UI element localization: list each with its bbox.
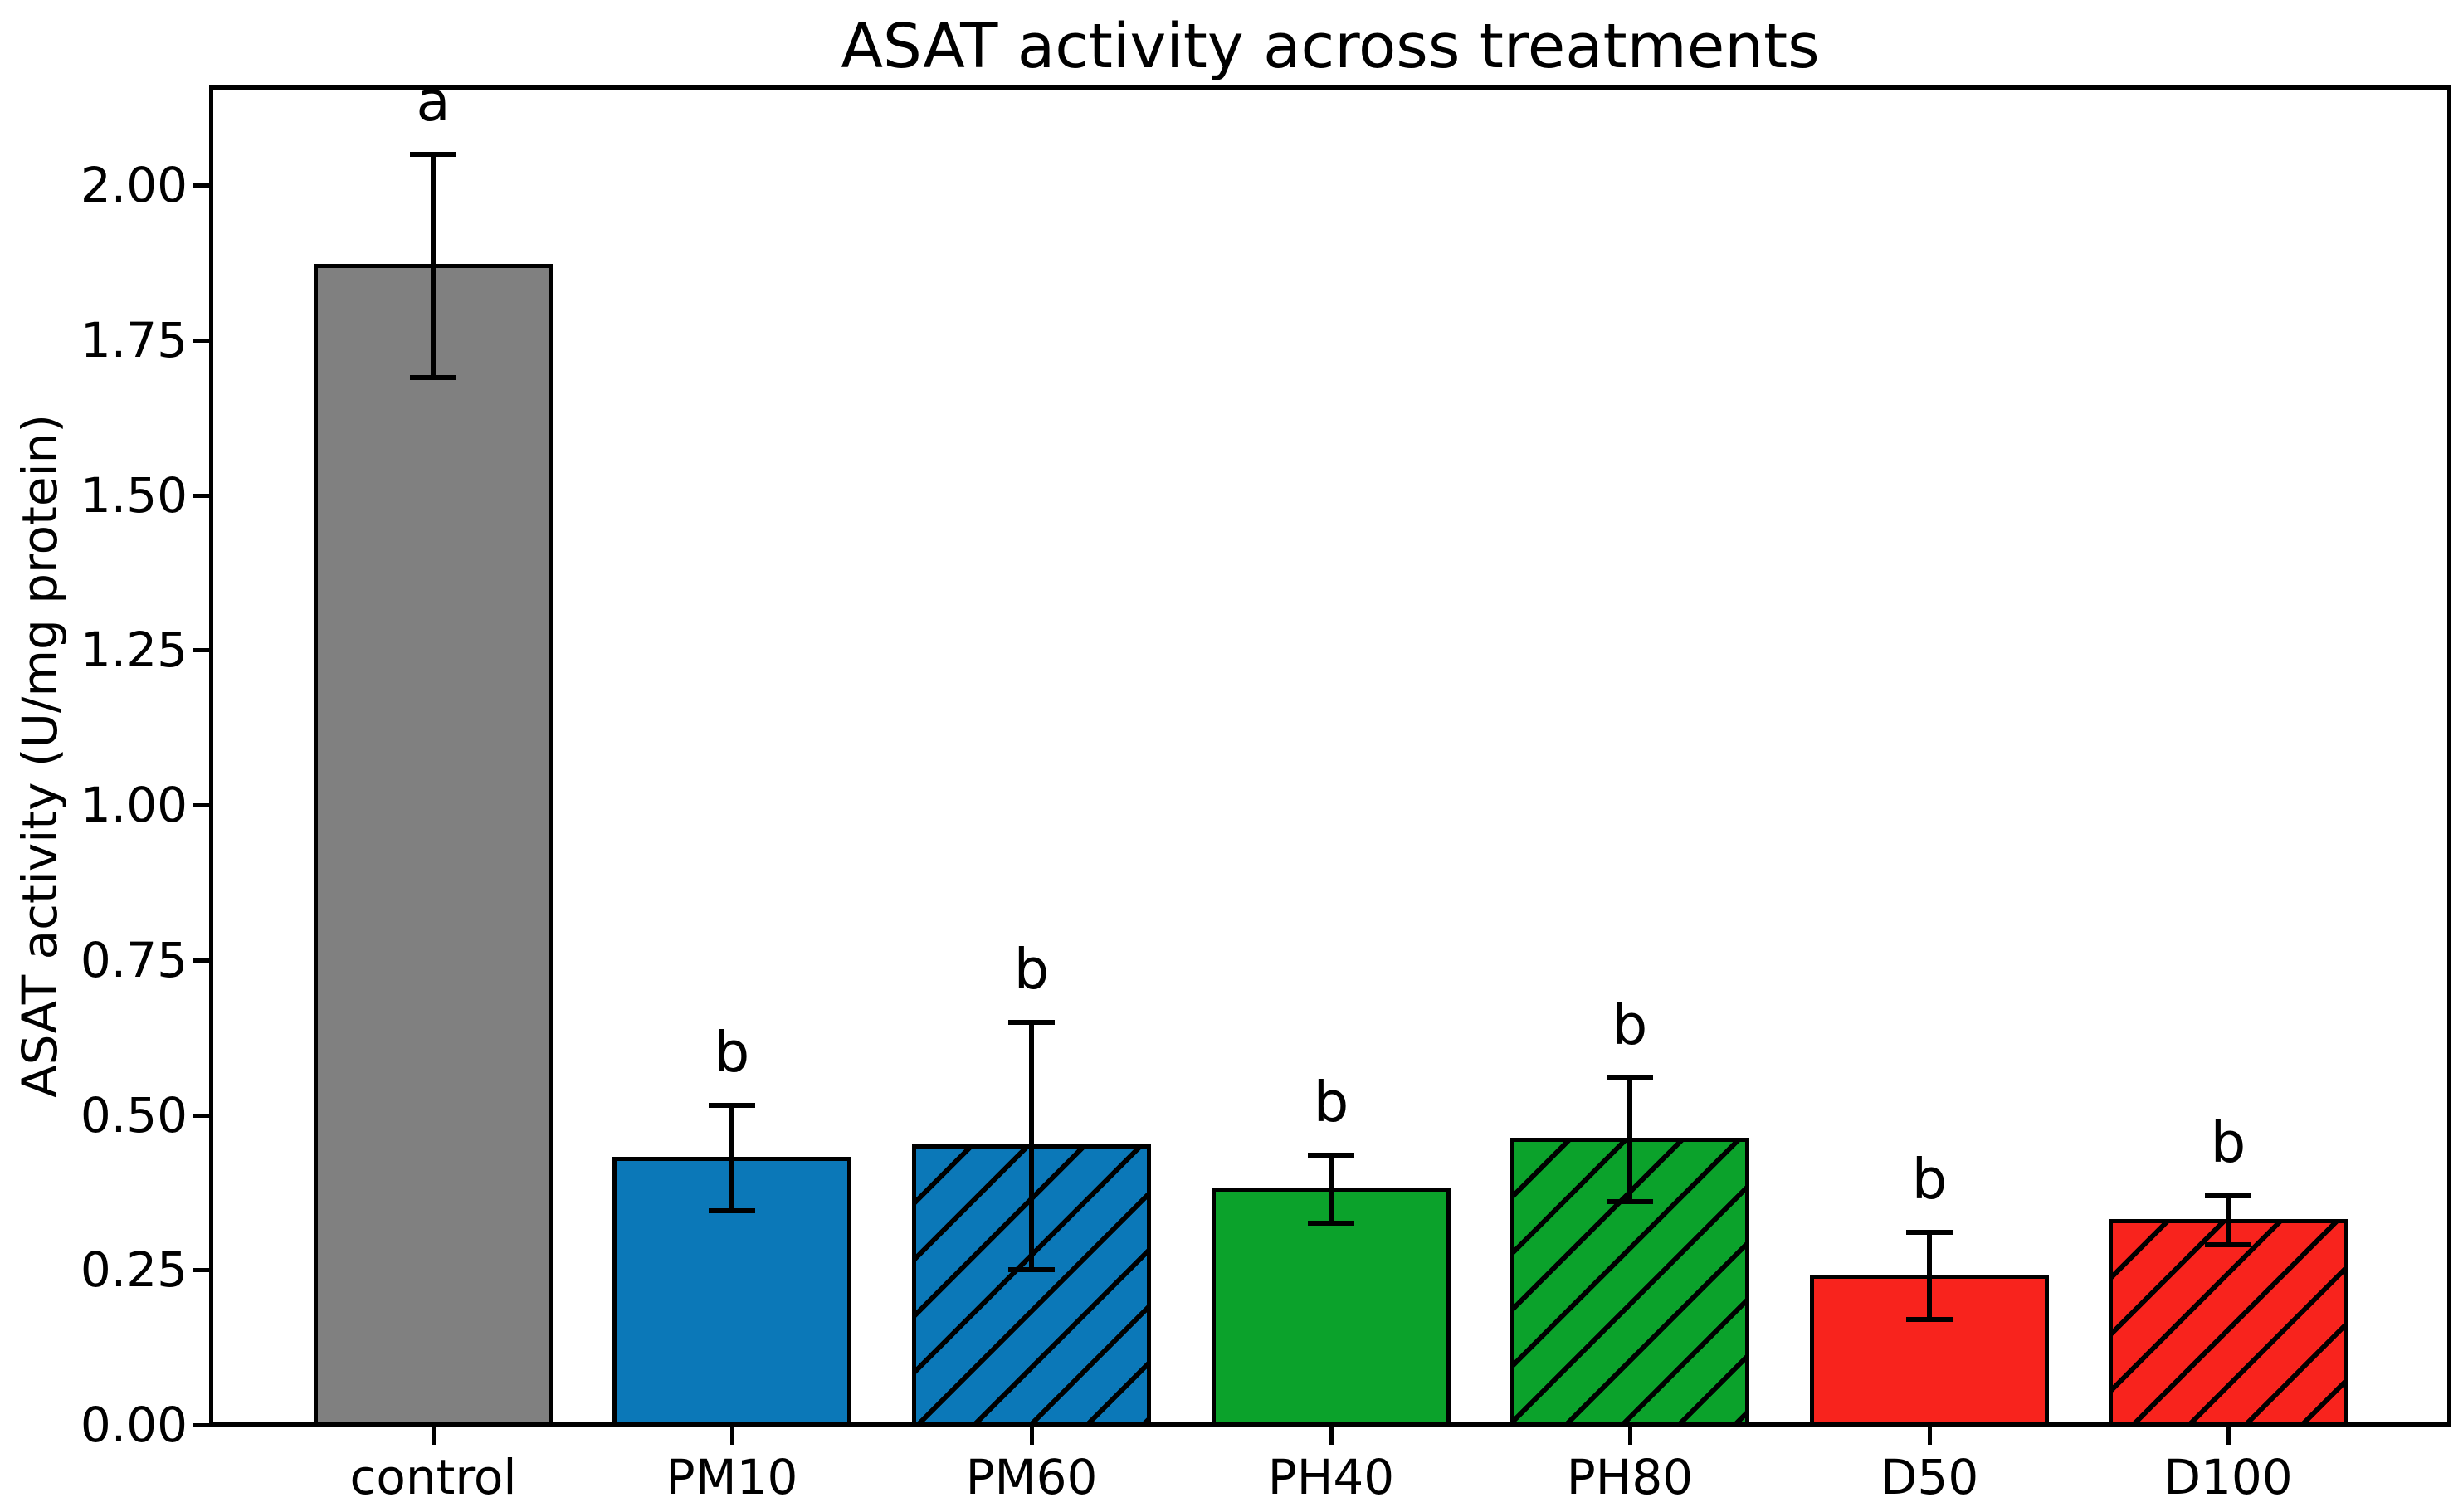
y-tick-label: 1.75: [80, 312, 188, 368]
chart-title: ASAT activity across treatments: [841, 11, 1820, 82]
x-tick-label-d50: D50: [1880, 1449, 1979, 1505]
x-tick-ph80: [1628, 1427, 1632, 1445]
error-bar-ph40: [1329, 1155, 1334, 1223]
x-tick-d100: [2226, 1427, 2231, 1445]
error-bar-pm10: [729, 1105, 734, 1211]
error-bar-pm60: [1029, 1022, 1034, 1270]
y-tick-label: 1.50: [80, 467, 188, 524]
y-tick-label: 0.25: [80, 1241, 188, 1298]
error-cap-bottom-pm60: [1008, 1267, 1055, 1272]
sig-letter-ph80: b: [1612, 993, 1648, 1057]
error-cap-bottom-ph80: [1607, 1199, 1653, 1204]
error-cap-top-pm10: [709, 1103, 755, 1108]
bar-ph40: [1212, 1188, 1451, 1427]
y-tick: [193, 1423, 212, 1427]
error-cap-bottom-pm10: [709, 1208, 755, 1213]
x-tick-control: [432, 1427, 436, 1445]
y-tick: [193, 1114, 212, 1118]
sig-letter-pm60: b: [1013, 937, 1050, 1002]
error-bar-d50: [1927, 1232, 1932, 1319]
error-bar-ph80: [1627, 1078, 1632, 1202]
x-tick-pm10: [730, 1427, 734, 1445]
error-cap-top-pm60: [1008, 1020, 1055, 1025]
error-bar-d100: [2226, 1196, 2231, 1245]
x-tick-label-ph80: PH80: [1566, 1449, 1694, 1505]
sig-letter-d100: b: [2210, 1110, 2246, 1175]
y-tick: [193, 648, 212, 652]
y-tick-label: 2.00: [80, 157, 188, 213]
x-tick-label-control: control: [349, 1449, 517, 1505]
y-tick: [193, 494, 212, 498]
bar-d100: [2109, 1219, 2348, 1427]
y-tick: [193, 339, 212, 343]
x-tick-label-pm60: PM60: [965, 1449, 1098, 1505]
error-bar-control: [431, 154, 436, 378]
sig-letter-d50: b: [1911, 1147, 1948, 1212]
error-cap-top-d100: [2205, 1193, 2251, 1198]
y-tick-label: 1.25: [80, 622, 188, 678]
y-tick: [193, 803, 212, 807]
x-tick-d50: [1928, 1427, 1932, 1445]
error-cap-top-ph40: [1308, 1153, 1354, 1158]
y-tick-label: 0.00: [80, 1397, 188, 1453]
x-tick-label-ph40: PH40: [1267, 1449, 1395, 1505]
x-tick-label-pm10: PM10: [666, 1449, 798, 1505]
y-tick-label: 0.75: [80, 932, 188, 988]
error-cap-bottom-d100: [2205, 1242, 2251, 1247]
sig-letter-ph40: b: [1313, 1070, 1349, 1134]
y-tick: [193, 1268, 212, 1272]
sig-letter-pm10: b: [714, 1020, 750, 1085]
sig-letter-control: a: [416, 69, 451, 134]
error-cap-bottom-d50: [1906, 1317, 1953, 1322]
bar-control: [314, 264, 553, 1427]
x-tick-pm60: [1030, 1427, 1034, 1445]
error-cap-bottom-ph40: [1308, 1221, 1354, 1226]
error-cap-top-d50: [1906, 1230, 1953, 1235]
x-tick-ph40: [1329, 1427, 1334, 1445]
error-cap-bottom-control: [410, 375, 456, 380]
error-cap-top-ph80: [1607, 1075, 1653, 1080]
error-cap-top-control: [410, 152, 456, 157]
x-tick-label-d100: D100: [2163, 1449, 2293, 1505]
y-tick: [193, 183, 212, 188]
y-tick-label: 1.00: [80, 777, 188, 833]
y-tick-label: 0.50: [80, 1087, 188, 1144]
y-tick: [193, 958, 212, 963]
